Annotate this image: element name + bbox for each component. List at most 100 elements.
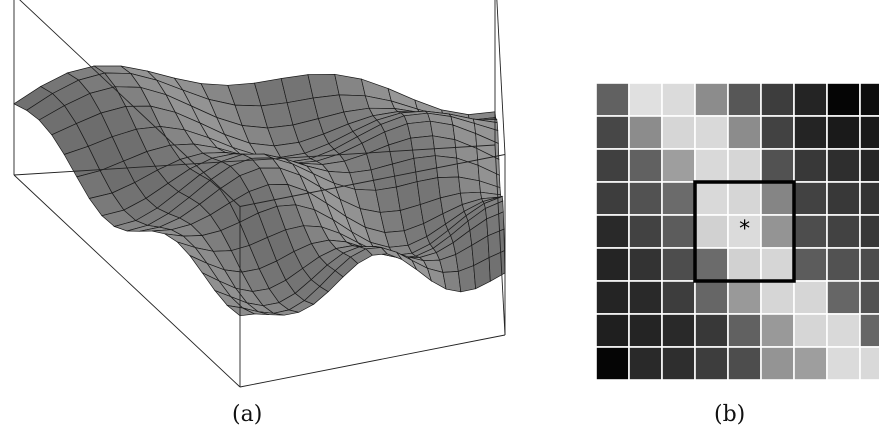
grid-cell bbox=[826, 346, 861, 381]
grid-cell bbox=[793, 247, 828, 282]
caption-b: (b) bbox=[714, 402, 746, 427]
grid-cell bbox=[760, 115, 795, 150]
grid-cell bbox=[859, 115, 879, 150]
grid-cell bbox=[628, 115, 663, 150]
grid-cell bbox=[694, 313, 729, 348]
grid-cell bbox=[694, 280, 729, 315]
grid-cell bbox=[694, 346, 729, 381]
grid-cell bbox=[727, 115, 762, 150]
box-edge bbox=[239, 334, 506, 388]
grid-cell bbox=[694, 148, 729, 183]
grid-cell bbox=[760, 82, 795, 117]
caption-a: (a) bbox=[232, 402, 263, 427]
box-edge bbox=[19, 0, 241, 207]
grid-cell bbox=[826, 247, 861, 282]
grid-cell bbox=[793, 82, 828, 117]
grid-cell bbox=[793, 148, 828, 183]
grid-cell bbox=[727, 346, 762, 381]
grid-cell bbox=[793, 115, 828, 150]
grid-cell bbox=[661, 181, 696, 216]
grid-cell bbox=[628, 148, 663, 183]
grid-cell bbox=[793, 181, 828, 216]
grid-cell bbox=[595, 82, 630, 117]
grid-cell bbox=[694, 82, 729, 117]
grid-cell bbox=[727, 313, 762, 348]
box-edge bbox=[13, 174, 241, 388]
grid-cell bbox=[859, 214, 879, 249]
pixel-grid bbox=[595, 82, 879, 381]
grid-cell bbox=[595, 280, 630, 315]
grid-cell bbox=[661, 214, 696, 249]
surface-facet bbox=[406, 120, 434, 139]
grid-cell bbox=[826, 214, 861, 249]
grid-cell bbox=[793, 346, 828, 381]
grid-cell bbox=[661, 247, 696, 282]
grid-cell bbox=[760, 247, 795, 282]
grid-cell bbox=[727, 82, 762, 117]
grid-cell bbox=[727, 280, 762, 315]
grid-cell bbox=[760, 313, 795, 348]
grid-cell bbox=[859, 82, 879, 117]
surface-mesh bbox=[13, 65, 506, 317]
grid-cell bbox=[694, 247, 729, 282]
grid-cell bbox=[595, 181, 630, 216]
grid-cell bbox=[694, 115, 729, 150]
grid-cell bbox=[859, 247, 879, 282]
surface-facet bbox=[432, 135, 458, 159]
grid-cell bbox=[859, 181, 879, 216]
grid-cell bbox=[628, 313, 663, 348]
grid-cell bbox=[628, 181, 663, 216]
grid-cell bbox=[826, 148, 861, 183]
grid-cell bbox=[859, 280, 879, 315]
surface-plot-3d bbox=[13, 0, 506, 388]
box-edge bbox=[239, 154, 506, 207]
grid-cell bbox=[760, 280, 795, 315]
surface-facet bbox=[375, 186, 401, 213]
grid-cell bbox=[727, 247, 762, 282]
box-edge bbox=[494, 144, 506, 336]
grid-cell bbox=[859, 346, 879, 381]
grid-cell bbox=[760, 214, 795, 249]
grid-cell bbox=[661, 148, 696, 183]
grid-cell bbox=[595, 115, 630, 150]
center-marker: * bbox=[738, 217, 752, 242]
grid-cell bbox=[727, 181, 762, 216]
grid-cell bbox=[826, 115, 861, 150]
pixel-grid-panel: * bbox=[590, 78, 879, 383]
grid-cell bbox=[859, 313, 879, 348]
grid-cell bbox=[595, 313, 630, 348]
surface-facet bbox=[410, 135, 436, 159]
grid-cell bbox=[628, 214, 663, 249]
grid-cell bbox=[859, 148, 879, 183]
grid-cell bbox=[826, 82, 861, 117]
grid-cell bbox=[661, 82, 696, 117]
grid-cell bbox=[595, 346, 630, 381]
grid-cell bbox=[694, 214, 729, 249]
surface-facet bbox=[307, 73, 340, 99]
grid-cell bbox=[628, 346, 663, 381]
grid-cell bbox=[628, 280, 663, 315]
grid-cell bbox=[661, 313, 696, 348]
surface-facet bbox=[280, 74, 314, 104]
grid-cell bbox=[826, 181, 861, 216]
surface-facet bbox=[434, 155, 459, 178]
grid-cell bbox=[661, 280, 696, 315]
grid-cell bbox=[661, 346, 696, 381]
grid-cell bbox=[793, 214, 828, 249]
surface-facet bbox=[334, 73, 366, 97]
grid-cell bbox=[760, 181, 795, 216]
grid-cell bbox=[727, 148, 762, 183]
grid-cell bbox=[595, 148, 630, 183]
grid-cell bbox=[760, 148, 795, 183]
grid-cell bbox=[727, 214, 762, 249]
box-edge bbox=[13, 144, 496, 176]
grid-cell bbox=[628, 247, 663, 282]
grid-cell bbox=[760, 346, 795, 381]
box-edge bbox=[496, 0, 506, 155]
grid-cell bbox=[793, 313, 828, 348]
grid-cell bbox=[826, 313, 861, 348]
grid-cell bbox=[793, 280, 828, 315]
grid-cell bbox=[595, 214, 630, 249]
grid-cell bbox=[595, 247, 630, 282]
grid-cell bbox=[694, 181, 729, 216]
